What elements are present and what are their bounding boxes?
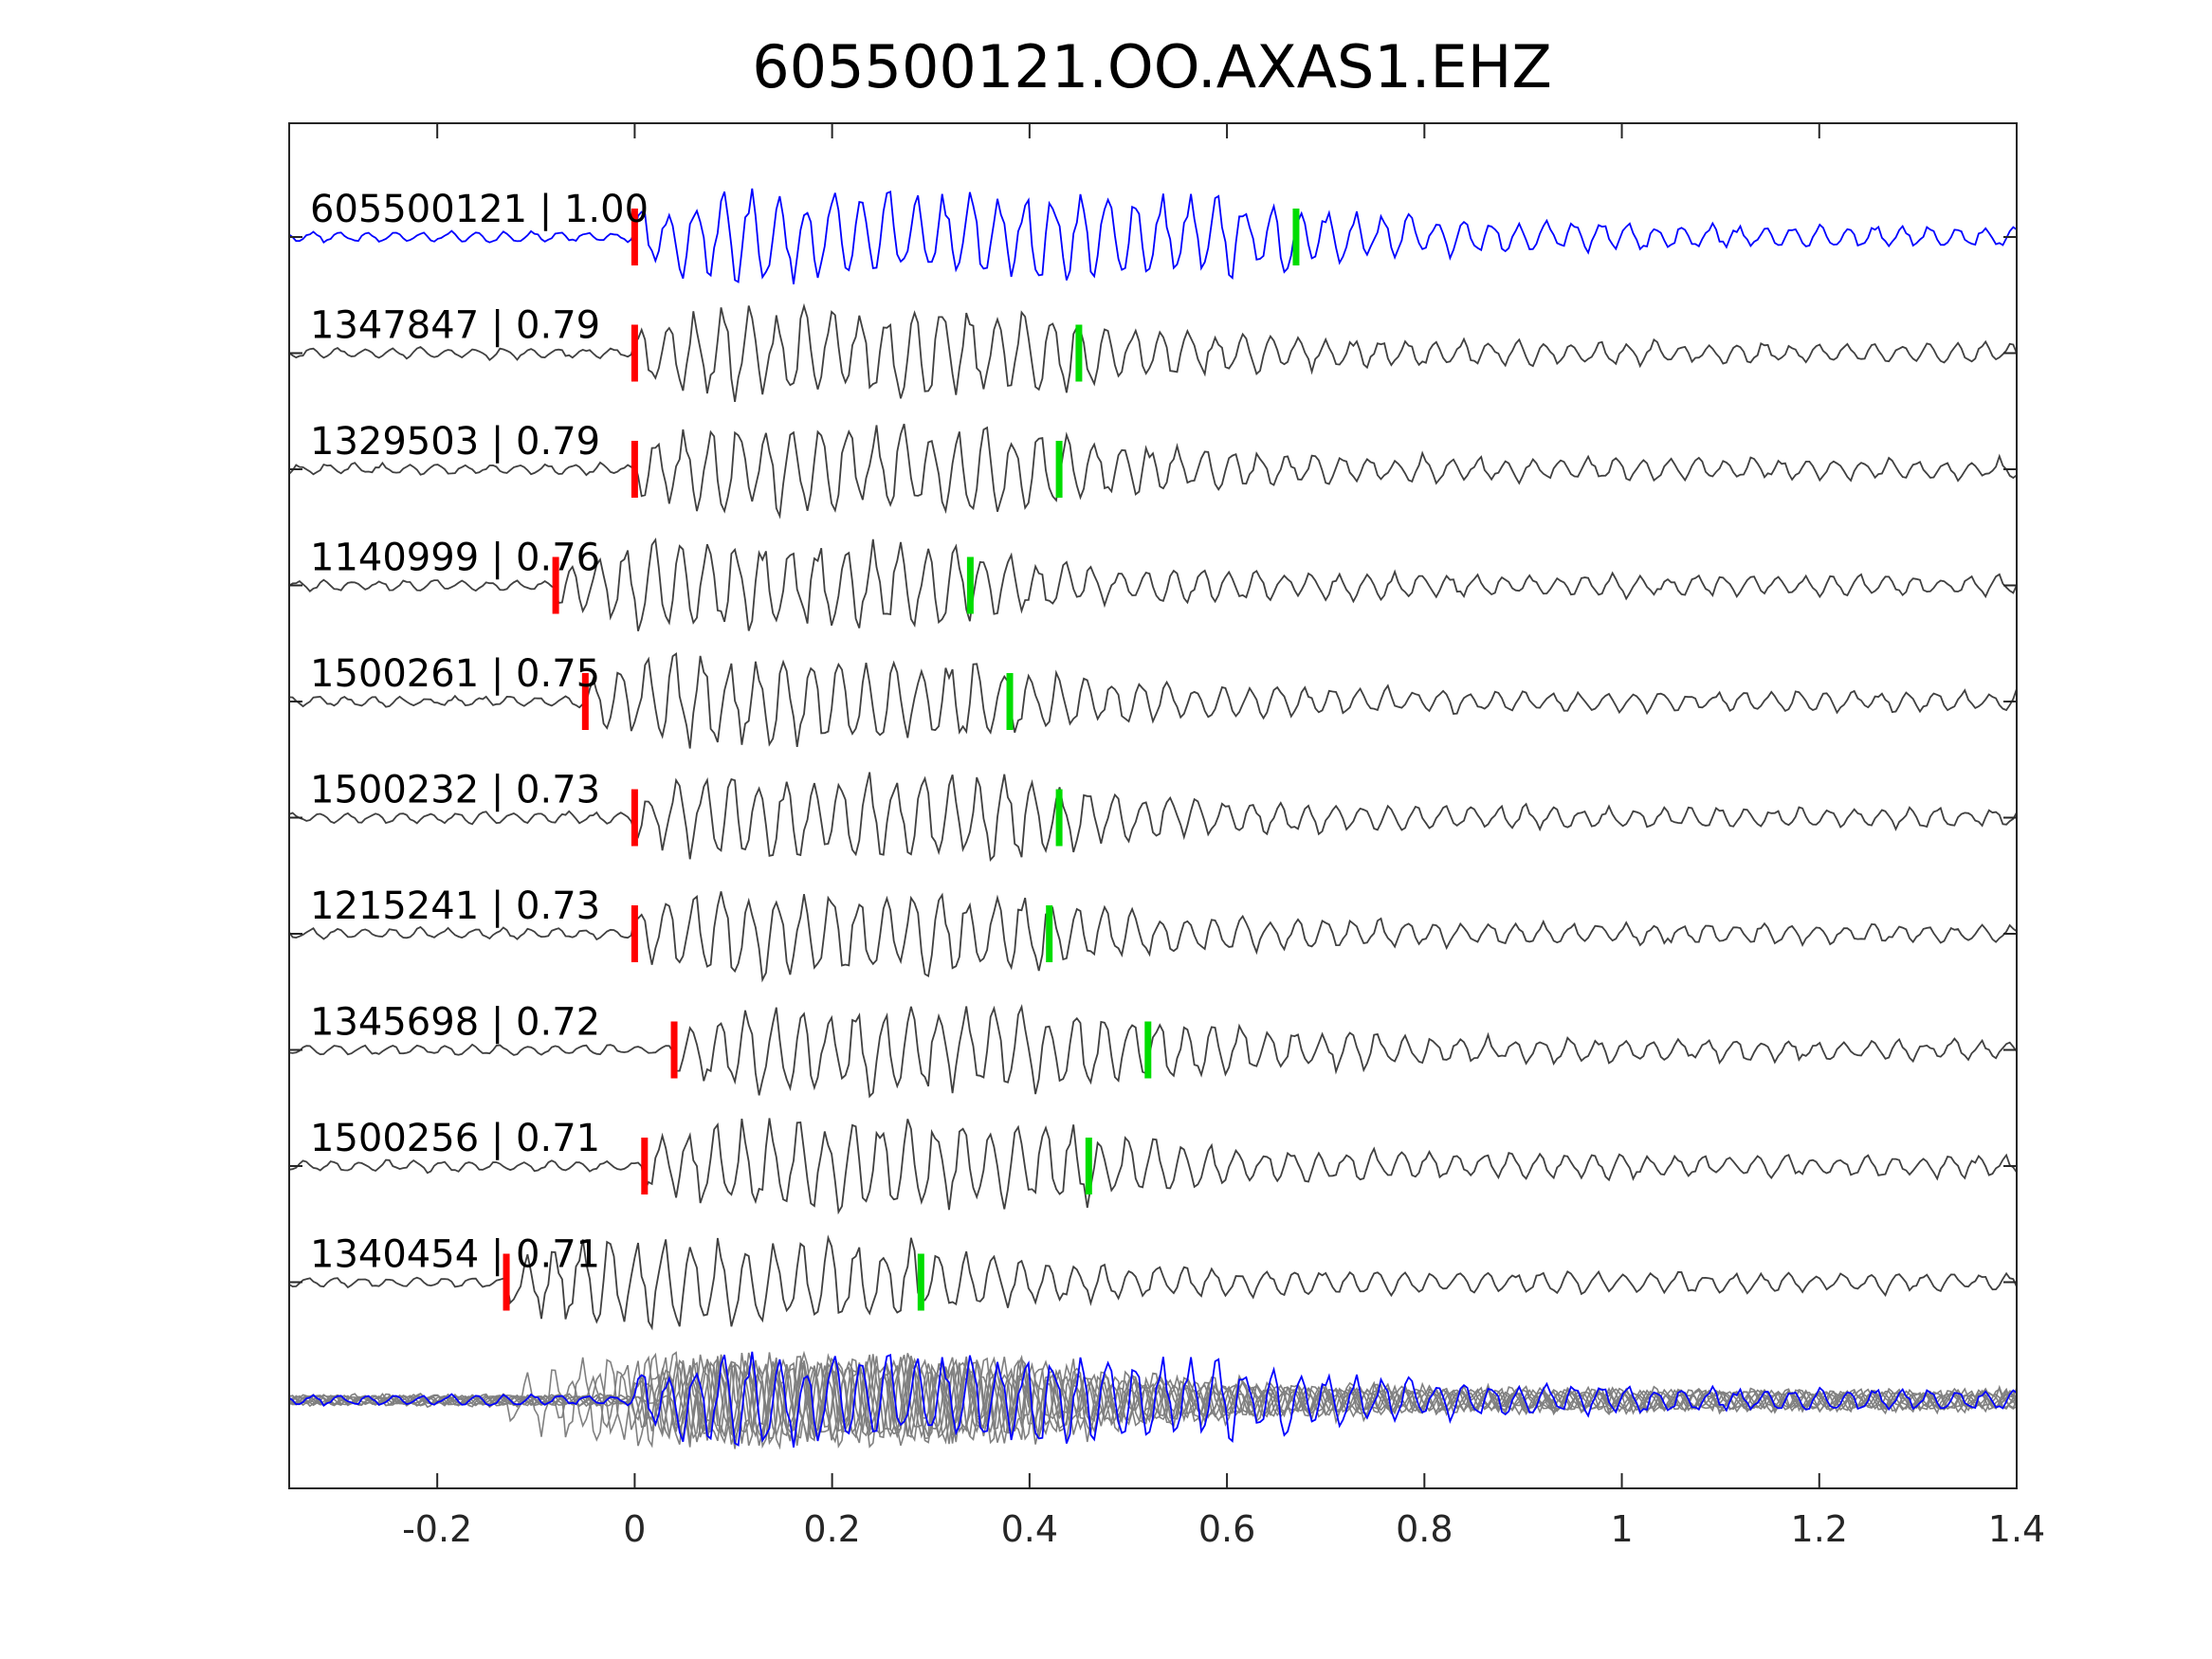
trace-label-1340454: 1340454 | 0.71 — [310, 1233, 600, 1277]
x-tick-label: 0.8 — [1396, 1508, 1453, 1550]
x-tick-label: 0.6 — [1198, 1508, 1255, 1550]
trace-label-1345698: 1345698 | 0.72 — [310, 1001, 600, 1045]
stack-layer — [288, 1350, 2018, 1450]
axes-box — [288, 122, 2018, 1489]
trace-label-1500261: 1500261 | 0.75 — [310, 652, 600, 696]
x-tick-label: 0.4 — [1001, 1508, 1058, 1550]
trace-label-1329503: 1329503 | 0.79 — [310, 420, 600, 464]
trace-label-1140999: 1140999 | 0.76 — [310, 537, 600, 580]
trace-label-1500256: 1500256 | 0.71 — [310, 1117, 600, 1160]
stack-trace-1340454 — [288, 1353, 2018, 1449]
trace-1140999 — [288, 537, 2018, 631]
trace-1347847 — [288, 302, 2018, 403]
trace-1500261 — [288, 652, 2018, 749]
x-tick-label: 1.4 — [1988, 1508, 2045, 1550]
x-tick-label: 0 — [623, 1508, 646, 1550]
stack-trace-605500121 — [288, 1351, 2018, 1448]
trace-1329503 — [288, 423, 2018, 520]
trace-1500232 — [288, 772, 2018, 863]
trace-605500121 — [288, 188, 2018, 284]
x-tick-label: 1.2 — [1791, 1508, 1848, 1550]
trace-label-1500232: 1500232 | 0.73 — [310, 769, 600, 812]
chart-title: 605500121.OO.AXAS1.EHZ — [752, 32, 1552, 101]
trace-labels-layer: 605500121 | 1.00 1347847 | 0.79 1329503 | … — [310, 188, 649, 1277]
trace-label-1215241: 1215241 | 0.73 — [310, 884, 600, 928]
x-tick-label: 0.2 — [803, 1508, 860, 1550]
x-axis: -0.2 0 0.2 0.4 0.6 0.8 1 1.2 1.4 — [402, 123, 2045, 1550]
trace-1345698 — [288, 1004, 2018, 1099]
trace-1500256 — [288, 1118, 2018, 1215]
trace-label-605500121: 605500121 | 1.00 — [310, 188, 649, 231]
stack-trace-1500256 — [288, 1352, 2018, 1449]
picks-layer — [503, 209, 1300, 1311]
x-tick-label: -0.2 — [402, 1508, 472, 1550]
trace-1215241 — [288, 891, 2018, 983]
x-tick-label: 1 — [1610, 1508, 1633, 1550]
trace-1340454 — [288, 1234, 2018, 1331]
trace-label-1347847: 1347847 | 0.79 — [310, 304, 600, 348]
stack-trace-1215241 — [288, 1358, 2018, 1449]
traces-layer — [288, 188, 2018, 1331]
